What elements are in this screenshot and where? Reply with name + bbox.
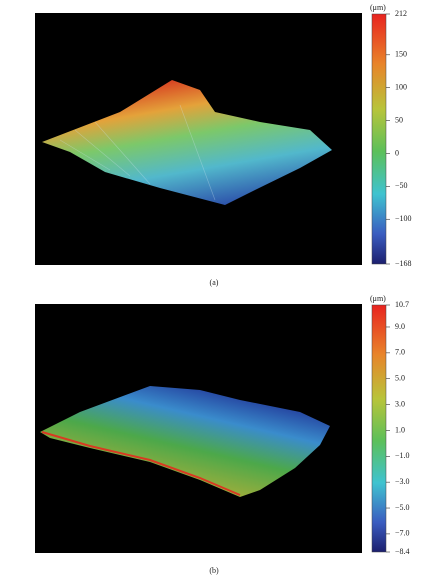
tick-label: −5.0	[395, 503, 410, 512]
surface	[42, 80, 332, 205]
tick-label: 0	[395, 148, 399, 157]
tick-label: 1.0	[395, 425, 405, 434]
colorbar-unit: (μm)	[370, 294, 386, 303]
tick-label: −100	[395, 214, 412, 223]
tick-label: −168	[395, 259, 412, 268]
caption: (a)	[210, 278, 219, 287]
colorbar	[371, 304, 387, 553]
tick-label: 50	[395, 115, 403, 124]
colorbar-unit: (μm)	[370, 3, 386, 12]
tick-label: 7.0	[395, 348, 405, 357]
colorbar	[371, 13, 387, 265]
surface-edge	[41, 431, 241, 496]
tick-label: −8.4	[395, 547, 410, 556]
tick-label: −7.0	[395, 529, 410, 538]
tick-label: 100	[395, 83, 407, 92]
tick-label: 212	[395, 9, 407, 18]
tick-label: −3.0	[395, 477, 410, 486]
tick-label: 5.0	[395, 374, 405, 383]
caption: (b)	[209, 566, 219, 575]
tick-label: 10.7	[395, 300, 409, 309]
tick-label: −1.0	[395, 451, 410, 460]
surface-ridges	[59, 104, 216, 201]
surface	[40, 386, 330, 497]
tick-label: −50	[395, 181, 408, 190]
tick-label: 150	[395, 50, 407, 59]
tick-label: 9.0	[395, 322, 405, 331]
tick-label: 3.0	[395, 399, 405, 408]
